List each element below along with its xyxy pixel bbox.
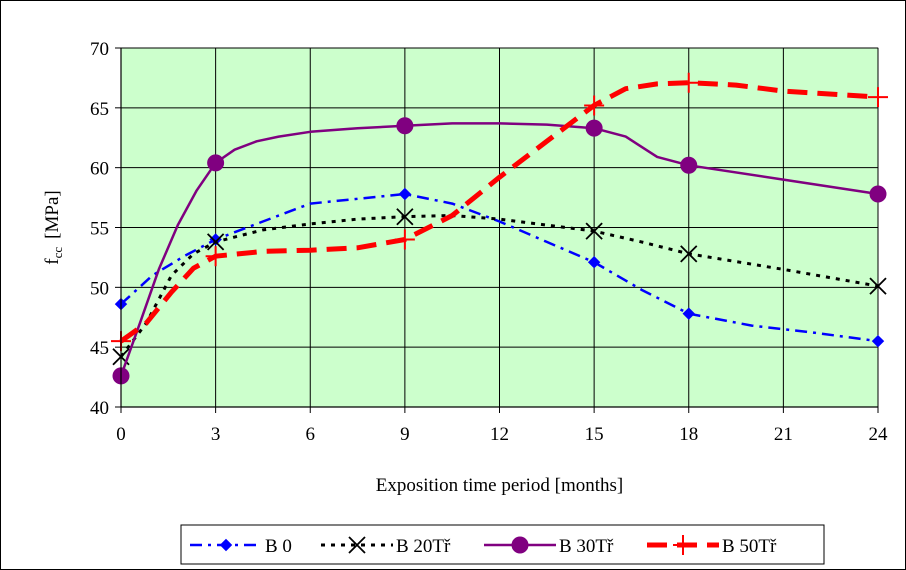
x-tick-label: 6 [306, 424, 316, 445]
legend-marker [512, 537, 528, 553]
y-tick-label: 70 [90, 39, 109, 60]
x-tick-label: 12 [490, 424, 509, 445]
x-tick-label: 9 [400, 424, 410, 445]
y-axis-title-sub: cc [50, 247, 65, 259]
x-tick-label: 21 [774, 424, 793, 445]
data-point [870, 186, 886, 202]
x-tick-label: 0 [116, 424, 126, 445]
x-tick-label: 15 [585, 424, 604, 445]
y-tick-label: 60 [90, 159, 109, 180]
x-tick-label: 24 [869, 424, 889, 445]
legend-label: B 20Tř [396, 536, 451, 557]
legend: B 0 B 20Tř B 30Tř B 50Tř [181, 525, 824, 564]
x-tick-label: 18 [679, 424, 698, 445]
y-axis-title-unit: [MPa] [42, 190, 63, 239]
data-point [681, 157, 697, 173]
x-axis-title: Exposition time period [months] [376, 475, 624, 496]
legend-label: B 50Tř [722, 536, 777, 557]
legend-label: B 30Tř [559, 536, 614, 557]
y-tick-label: 65 [90, 99, 109, 120]
legend-label: B 0 [265, 536, 292, 557]
y-tick-label: 55 [90, 219, 109, 240]
data-point [208, 155, 224, 171]
data-point [397, 118, 413, 134]
x-tick-label: 3 [211, 424, 221, 445]
y-tick-label: 45 [90, 338, 109, 359]
y-tick-label: 50 [90, 278, 109, 299]
data-point [586, 120, 602, 136]
y-tick-label: 40 [90, 398, 109, 419]
y-axis-title: fcc[MPa] [42, 190, 65, 264]
